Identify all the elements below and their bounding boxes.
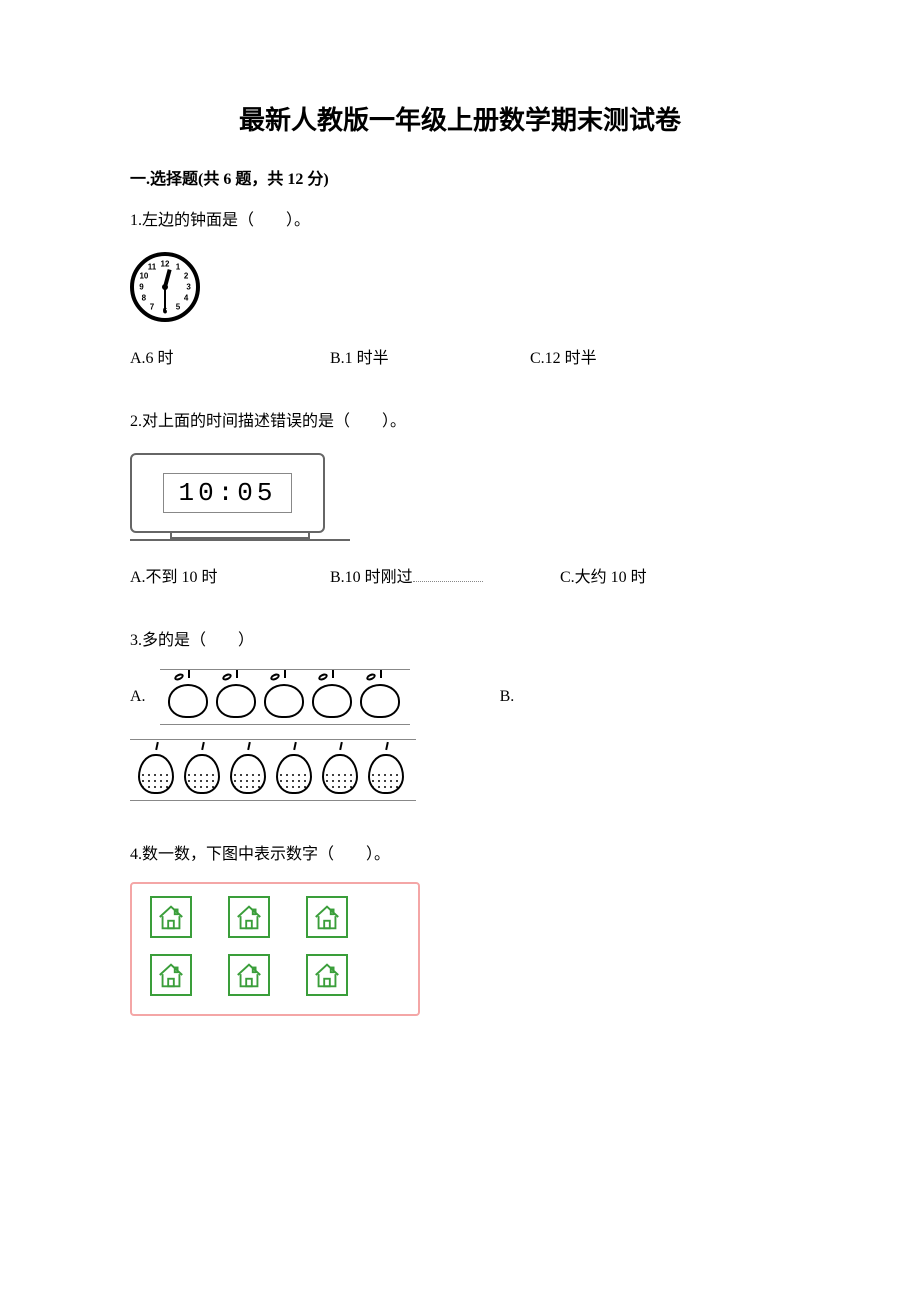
q3-option-a-label: A.: [130, 688, 146, 706]
clock-num-7: 7: [150, 303, 154, 312]
clock-num-4: 4: [184, 294, 188, 303]
clock-num-12: 12: [161, 259, 170, 268]
q4-figure-box: [130, 882, 420, 1016]
pear-icon: [230, 746, 270, 794]
digital-clock-icon: 10:05: [130, 453, 350, 541]
q2-option-c: C.大约 10 时: [560, 563, 760, 587]
q2-options: A.不到 10 时 B.10 时刚过 C.大约 10 时: [130, 563, 790, 587]
digital-clock-base: [130, 539, 350, 541]
house-icon: [150, 954, 192, 996]
q1-option-c: C.12 时半: [530, 344, 730, 368]
clock-num-5: 5: [176, 303, 180, 312]
clock-num-11: 11: [148, 263, 156, 272]
apple-icon: [360, 676, 402, 718]
pear-row: [130, 739, 416, 801]
apple-icon: [168, 676, 210, 718]
house-icon: [150, 896, 192, 938]
dotted-underline: [413, 566, 483, 582]
page-title: 最新人教版一年级上册数学期末测试卷: [130, 100, 790, 137]
q3-option-b-label: B.: [500, 688, 515, 706]
apple-icon: [312, 676, 354, 718]
q2-option-b-text: B.10 时刚过: [330, 569, 413, 586]
q1-text: 1.左边的钟面是（ ）。: [130, 207, 790, 234]
q1-figure: 12 1 2 3 4 5 6 7 8 9 10 11: [130, 252, 790, 322]
q2-text: 2.对上面的时间描述错误的是（ ）。: [130, 408, 790, 435]
clock-num-9: 9: [139, 283, 143, 292]
clock-num-3: 3: [186, 283, 190, 292]
q3-option-b-row: [130, 739, 790, 801]
house-icon: [306, 896, 348, 938]
pear-icon: [276, 746, 316, 794]
apple-icon: [264, 676, 306, 718]
house-icon: [228, 954, 270, 996]
digital-clock-body: 10:05: [130, 453, 325, 533]
clock-num-8: 8: [142, 294, 146, 303]
q2-option-b: B.10 时刚过: [330, 563, 560, 587]
house-grid: [150, 896, 400, 1002]
q3-option-a-row: A. B.: [130, 669, 790, 725]
q1-option-a: A.6 时: [130, 344, 330, 368]
pear-icon: [368, 746, 408, 794]
house-icon: [228, 896, 270, 938]
clock-minute-hand: [164, 287, 166, 313]
pear-icon: [138, 746, 178, 794]
clock-num-10: 10: [139, 272, 148, 281]
q2-option-a: A.不到 10 时: [130, 563, 330, 587]
q2-figure: 10:05: [130, 453, 790, 541]
q1-option-b: B.1 时半: [330, 344, 530, 368]
clock-num-2: 2: [184, 272, 188, 281]
exam-page: 最新人教版一年级上册数学期末测试卷 一.选择题(共 6 题，共 12 分) 1.…: [0, 0, 920, 1302]
q4-text: 4.数一数，下图中表示数字（ ）。: [130, 841, 790, 868]
pear-icon: [322, 746, 362, 794]
section-1-header: 一.选择题(共 6 题，共 12 分): [130, 165, 790, 189]
analog-clock-icon: 12 1 2 3 4 5 6 7 8 9 10 11: [130, 252, 200, 322]
digital-clock-display: 10:05: [163, 473, 291, 513]
q1-options: A.6 时 B.1 时半 C.12 时半: [130, 344, 790, 368]
clock-center: [162, 284, 168, 290]
apple-row: [160, 669, 410, 725]
pear-icon: [184, 746, 224, 794]
apple-icon: [216, 676, 258, 718]
house-icon: [306, 954, 348, 996]
clock-num-1: 1: [176, 263, 180, 272]
q3-text: 3.多的是（ ）: [130, 627, 790, 654]
